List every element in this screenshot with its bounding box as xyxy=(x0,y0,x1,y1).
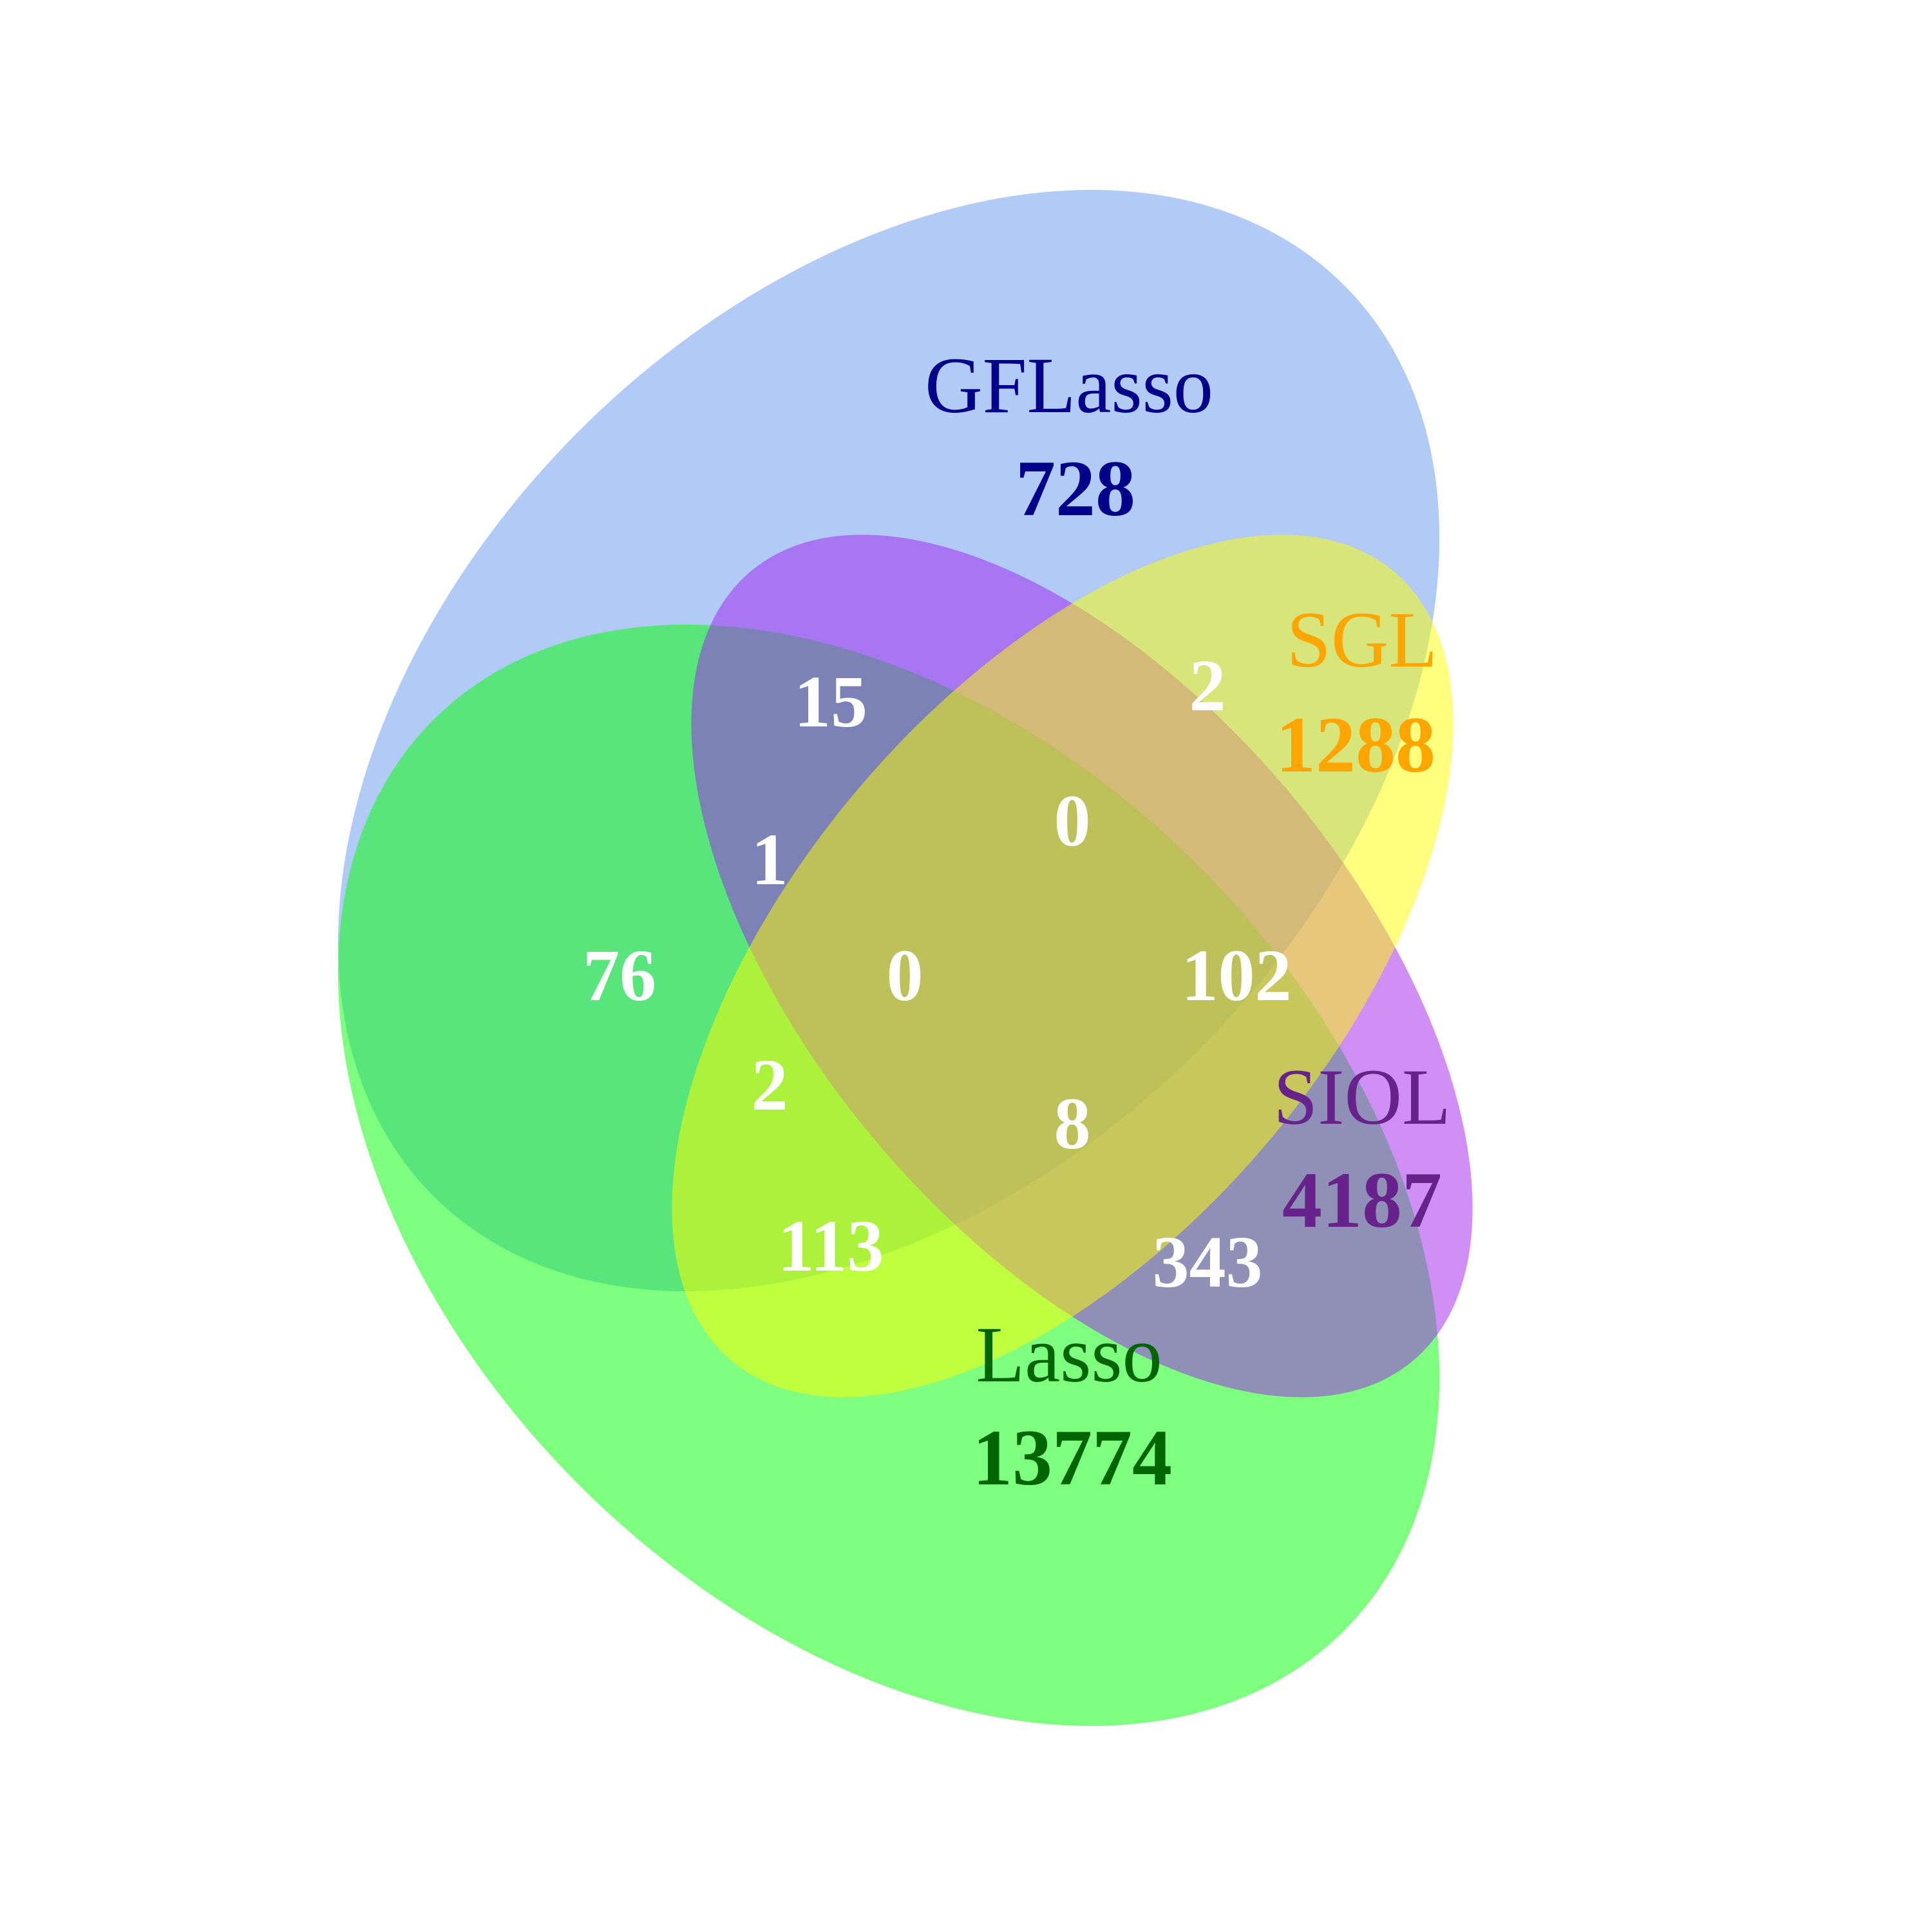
gflasso-name: GFLasso xyxy=(925,341,1213,430)
sgl-total: 1288 xyxy=(1276,701,1435,789)
region-count-gflasso-sgl: 2 xyxy=(1189,645,1226,726)
lasso-name: Lasso xyxy=(976,1311,1162,1399)
region-count-gflasso-siol: 15 xyxy=(794,661,867,743)
gflasso-total: 728 xyxy=(1016,444,1135,533)
region-count-all-four: 0 xyxy=(887,934,923,1016)
region-count-sgl-siol-lasso: 8 xyxy=(1054,1083,1091,1164)
region-count-gflasso-lasso: 76 xyxy=(583,934,656,1016)
region-count-lasso-left: 2 xyxy=(752,1044,788,1126)
siol-name: SIOL xyxy=(1273,1053,1451,1141)
sgl-name: SGL xyxy=(1287,596,1437,684)
region-count-gflasso-sgl-lasso: 102 xyxy=(1182,934,1292,1016)
sgl-ellipse xyxy=(672,535,1454,1397)
region-count-siol-lasso: 113 xyxy=(778,1205,884,1287)
region-count-sgl-lasso: 343 xyxy=(1153,1221,1263,1303)
region-count-gflasso-sgl-siol: 0 xyxy=(1054,780,1091,862)
siol-total: 4187 xyxy=(1282,1156,1442,1244)
region-count-gflasso-siol-lasso: 1 xyxy=(752,819,788,900)
lasso-total: 13774 xyxy=(972,1414,1172,1502)
